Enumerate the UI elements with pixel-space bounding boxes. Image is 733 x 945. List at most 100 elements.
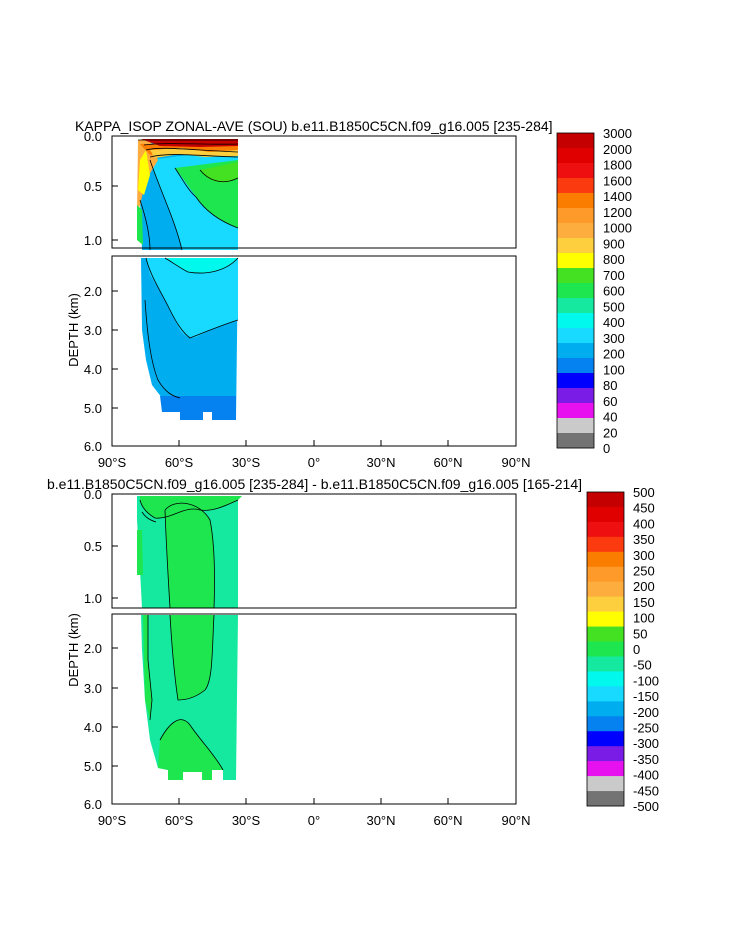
colorbar-1-swatch-6 [557,223,594,239]
panel-2-y-ticks [112,493,118,805]
colorbar-1-swatch-4 [557,193,594,209]
colorbar-1-label-15: 100 [603,362,625,377]
colorbar-2-swatch-6 [587,581,624,597]
colorbar-1-swatch-8 [557,253,594,269]
p2-ytick-3: 2.0 [84,641,102,656]
colorbar-1-swatch-5 [557,208,594,224]
panel-1-colorbar: 3000200018001600140012001000900800700600… [556,126,632,456]
colorbar-1-swatch-16 [557,373,594,389]
colorbar-2-label-17: -350 [633,752,659,767]
p2-ytick-7: 6.0 [84,797,102,812]
colorbar-2-label-8: 100 [633,611,655,626]
colorbar-1-label-10: 600 [603,284,625,299]
colorbar-2-swatch-15 [587,716,624,732]
colorbar-2-swatch-9 [587,626,624,642]
p2-xtick-6: 90°N [501,813,530,828]
p1-ytick-1: 0.5 [84,179,102,194]
colorbar-2-label-3: 350 [633,532,655,547]
colorbar-1-swatch-14 [557,343,594,359]
panel-2-lower-field [141,615,238,780]
panel-1-lower-contours [144,257,239,399]
p1-xtick-6: 90°N [501,455,530,470]
panel-2-upper-contours [139,499,239,609]
colorbar-2-swatch-7 [587,596,624,612]
panel-1-ylabel: DEPTH (km) [66,293,81,367]
colorbar-1-frame [556,132,595,449]
p1-xtick-5: 60°N [433,455,462,470]
colorbar-2-label-10: 0 [633,642,640,657]
colorbar-1-label-6: 1000 [603,221,632,236]
colorbar-2-label-18: -400 [633,768,659,783]
p2-xtick-5: 60°N [433,813,462,828]
colorbar-2-swatch-19 [587,776,624,792]
panel-1-title: KAPPA_ISOP ZONAL-AVE (SOU) b.e11.B1850C5… [75,118,553,134]
colorbar-1-swatch-10 [557,283,594,299]
p1-ytick-5: 4.0 [84,362,102,377]
p2-lower-fill-pos-main [170,615,214,700]
colorbar-1-swatch-13 [557,328,594,344]
colorbar-2-label-19: -450 [633,783,659,798]
colorbar-1-label-7: 900 [603,236,625,251]
colorbar-1-label-0: 3000 [603,126,632,141]
p1-xtick-4: 30°N [366,455,395,470]
p1-upper-fill-surface-yellow [150,148,238,158]
colorbar-1-label-19: 20 [603,425,617,440]
p2-ytick-6: 5.0 [84,759,102,774]
p1-upper-fill-lower-left [137,205,143,245]
p1-lower-fill-400 [143,258,238,338]
p1-ytick-4: 3.0 [84,323,102,338]
p2-xtick-0: 90°S [98,813,127,828]
p2-upper-fill-pos-surface [140,496,242,519]
colorbar-2-label-4: 300 [633,548,655,563]
colorbar-1-label-9: 700 [603,268,625,283]
colorbar-2-label-9: 50 [633,626,647,641]
colorbar-1-swatch-2 [557,163,594,179]
colorbar-2-swatch-4 [587,551,624,568]
colorbar-2-swatch-5 [587,566,624,583]
colorbar-2-swatch-14 [587,701,624,717]
panel-1-upper-frame [111,135,517,249]
colorbar-1-label-13: 300 [603,331,625,346]
colorbar-1-label-20: 0 [603,441,610,456]
colorbar-2-swatch-12 [587,671,624,687]
colorbar-2-swatch-16 [587,731,624,747]
p2-ytick-4: 3.0 [84,681,102,696]
p2-upper-fill-pos-main [165,503,215,608]
p2-ytick-0: 0.0 [84,487,102,502]
colorbar-1-swatch-7 [557,238,594,254]
p2-xtick-3: 0° [308,813,320,828]
panel-2-colorbar: 500450400350300250200150100500-50-100-15… [586,485,659,814]
p2-ytick-2: 1.0 [84,591,102,606]
colorbar-2-label-15: -250 [633,721,659,736]
p1-xtick-2: 30°S [232,455,261,470]
p1-ytick-0: 0.0 [84,129,102,144]
colorbar-1-label-3: 1600 [603,173,632,188]
panel-2-x-ticks [111,798,517,804]
colorbar-1-swatch-9 [557,268,594,284]
colorbar-1-label-18: 40 [603,410,617,425]
colorbar-2-swatch-20 [587,791,624,807]
p2-upper-fill-left-strip [137,530,143,575]
colorbar-2-label-20: -500 [633,799,659,814]
colorbar-1-swatch-0 [557,133,594,149]
colorbar-2-label-16: -300 [633,736,659,751]
colorbar-1-swatch-17 [557,388,594,404]
colorbar-1-swatch-19 [557,418,594,434]
p1-upper-fill-surface-red [141,139,238,147]
p1-upper-fill-900 [138,150,150,195]
colorbar-2-label-2: 400 [633,516,655,531]
colorbar-2-label-11: -50 [633,658,652,673]
colorbar-1-label-14: 200 [603,347,625,362]
panel-1-y-ticks [112,135,118,447]
p1-xtick-1: 60°S [165,455,194,470]
colorbar-2-swatch-18 [587,761,624,777]
colorbar-2-label-6: 200 [633,579,655,594]
colorbar-1-label-2: 1800 [603,158,632,173]
panel-2-ylabel: DEPTH (km) [66,613,81,687]
p1-lower-fill-200 [160,396,236,420]
colorbar-1-swatch-3 [557,178,594,194]
colorbar-2-swatch-2 [587,521,624,538]
colorbar-2-swatch-8 [587,611,624,627]
colorbar-2-swatch-17 [587,746,624,762]
colorbar-1-label-1: 2000 [603,142,632,157]
